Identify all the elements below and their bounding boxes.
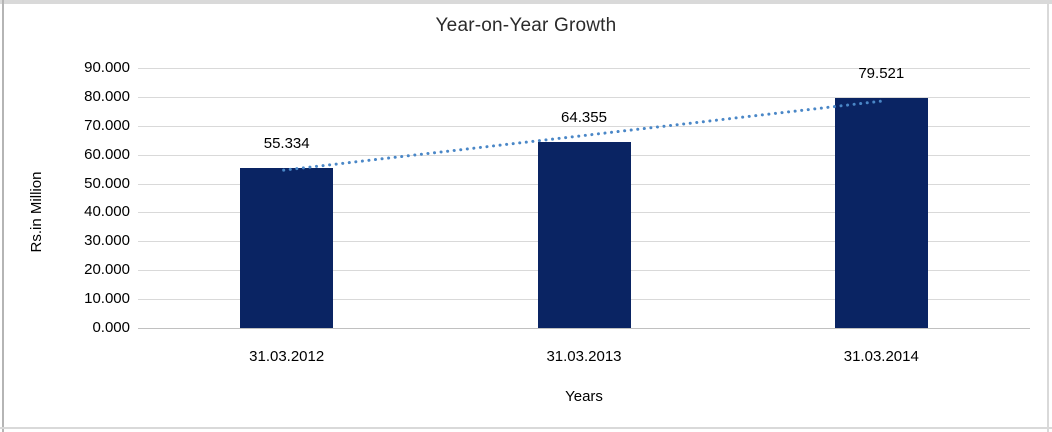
x-tick-label: 31.03.2014 (843, 348, 919, 365)
frame-right-border (1047, 0, 1049, 432)
frame-bottom-border (0, 427, 1052, 429)
x-tick-label: 31.03.2012 (249, 348, 325, 365)
y-tick-label: 20.000 (84, 261, 130, 278)
gridline (138, 97, 1030, 98)
x-axis-line (138, 328, 1030, 329)
data-label: 64.355 (561, 109, 607, 127)
chart-title: Year-on-Year Growth (435, 15, 617, 36)
y-tick-label: 40.000 (84, 203, 130, 220)
y-tick-label: 30.000 (84, 232, 130, 249)
bar-31.03.2012 (240, 168, 334, 328)
y-tick-label: 0.000 (92, 319, 130, 336)
bar-31.03.2014 (834, 98, 928, 328)
frame-left-border (2, 0, 4, 432)
data-label: 79.521 (858, 65, 905, 83)
y-tick-label: 70.000 (84, 117, 130, 134)
y-tick-label: 90.000 (84, 59, 130, 76)
bar-31.03.2013 (537, 142, 631, 328)
y-tick-label: 10.000 (84, 290, 130, 307)
gridline (138, 68, 1030, 69)
data-label: 55.334 (263, 135, 310, 153)
y-tick-label: 60.000 (84, 146, 130, 163)
y-tick-label: 80.000 (84, 88, 130, 105)
x-tick-label: 31.03.2013 (546, 348, 622, 365)
frame-top-border (0, 0, 1052, 4)
y-tick-label: 50.000 (84, 175, 130, 192)
x-axis-title: Years (565, 388, 603, 405)
